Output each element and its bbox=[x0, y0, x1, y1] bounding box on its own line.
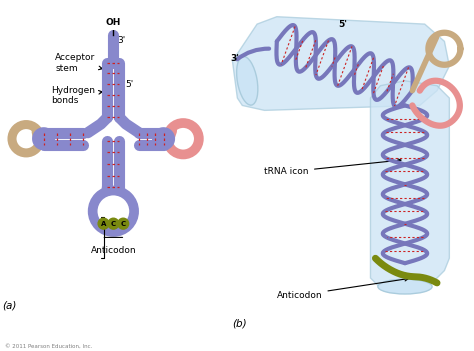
Ellipse shape bbox=[378, 279, 432, 294]
Text: C: C bbox=[120, 221, 126, 227]
Text: © 2011 Pearson Education, Inc.: © 2011 Pearson Education, Inc. bbox=[5, 344, 92, 349]
Text: tRNA icon: tRNA icon bbox=[264, 159, 401, 177]
Text: 5': 5' bbox=[125, 80, 133, 89]
Circle shape bbox=[108, 218, 119, 229]
Text: A: A bbox=[101, 221, 106, 227]
Text: Anticodon: Anticodon bbox=[277, 277, 409, 300]
Text: 3': 3' bbox=[230, 54, 239, 63]
Text: Hydrogen
bonds: Hydrogen bonds bbox=[51, 86, 102, 105]
Ellipse shape bbox=[237, 57, 258, 105]
Text: Acceptor
stem: Acceptor stem bbox=[55, 53, 102, 73]
Text: OH: OH bbox=[106, 18, 121, 27]
Text: 5': 5' bbox=[338, 20, 347, 28]
Text: 3': 3' bbox=[118, 35, 126, 45]
Circle shape bbox=[98, 218, 109, 229]
Circle shape bbox=[118, 218, 128, 229]
Polygon shape bbox=[232, 17, 449, 110]
Text: (b): (b) bbox=[232, 318, 247, 329]
Text: C: C bbox=[111, 221, 116, 227]
Text: (a): (a) bbox=[2, 300, 17, 310]
Text: Anticodon: Anticodon bbox=[91, 246, 136, 255]
Polygon shape bbox=[371, 81, 449, 290]
